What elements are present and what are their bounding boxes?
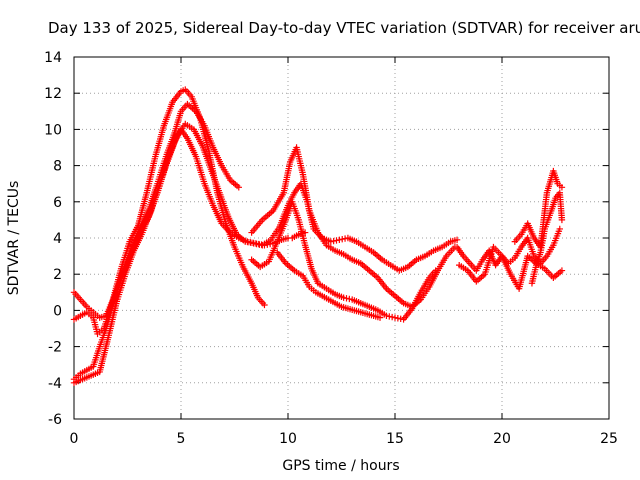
data-point — [558, 184, 566, 191]
data-point — [383, 312, 390, 320]
x-tick-label: 0 — [70, 431, 79, 447]
x-tick-label: 15 — [386, 431, 404, 447]
data-points — [70, 86, 566, 386]
data-point-fill — [244, 239, 252, 246]
data-point — [235, 184, 242, 191]
data-point — [432, 267, 439, 274]
data-point — [340, 294, 347, 301]
y-tick-label: 6 — [53, 195, 62, 211]
x-tick-label: 20 — [493, 431, 511, 447]
data-point-fill — [394, 315, 402, 322]
y-tick-label: 0 — [53, 303, 62, 319]
chart-title: Day 133 of 2025, Sidereal Day-to-day VTE… — [48, 19, 640, 37]
data-point — [261, 301, 268, 309]
x-tick-label: 25 — [600, 431, 618, 447]
data-point-fill — [388, 313, 396, 321]
y-axis-label: SDTVAR / TECUs — [6, 181, 22, 296]
data-point-fill — [386, 313, 393, 320]
y-tick-label: 8 — [53, 159, 62, 175]
data-point — [391, 314, 399, 321]
y-tick-label: 2 — [53, 267, 62, 283]
y-tick-label: -6 — [48, 412, 62, 428]
data-point — [250, 240, 257, 247]
data-point-fill — [333, 237, 340, 244]
data-point — [242, 238, 249, 245]
y-tick-label: 12 — [44, 86, 62, 102]
data-point-fill — [330, 237, 337, 245]
x-tick-label: 5 — [177, 431, 186, 447]
data-point-fill — [339, 236, 346, 243]
y-tick-label: 4 — [53, 231, 62, 247]
data-point-fill — [397, 315, 404, 323]
data-point — [301, 229, 309, 236]
data-point-fill — [266, 240, 274, 248]
data-point-fill — [247, 239, 255, 247]
data-point — [376, 314, 384, 321]
data-point — [336, 236, 343, 244]
axis-ticks: 0 5 10 15 20 25 -6 -4 -2 0 2 4 6 8 10 12 14 — [44, 50, 618, 447]
x-tick-label: 10 — [279, 431, 297, 447]
x-axis-label: GPS time / hours — [282, 458, 399, 474]
data-point-fill — [253, 240, 260, 248]
y-tick-label: 10 — [44, 122, 62, 138]
data-point-fill — [346, 295, 353, 303]
data-point — [453, 236, 461, 244]
data-point-fill — [343, 295, 350, 302]
data-point — [558, 267, 566, 274]
data-point — [327, 238, 334, 245]
y-tick-label: -2 — [48, 340, 62, 356]
y-tick-label: -4 — [48, 376, 62, 392]
data-point — [556, 225, 563, 233]
data-point-fill — [256, 241, 263, 248]
data-point — [558, 216, 566, 224]
y-tick-label: 14 — [44, 50, 62, 66]
